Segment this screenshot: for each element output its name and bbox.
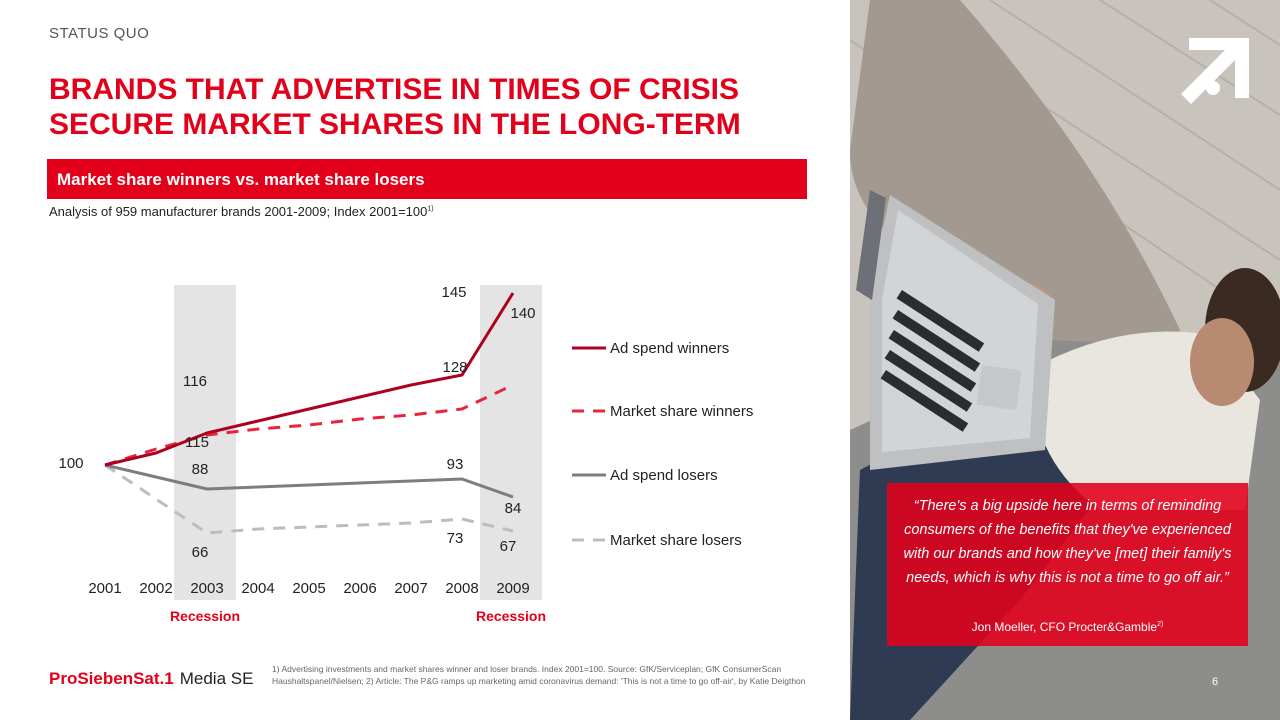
data-label-ad-spend-losers-2008: 93 (447, 456, 464, 473)
legend-label-market-share-losers: Market share losers (610, 532, 742, 549)
data-label-ad-spend-winners-2003: 116 (183, 373, 207, 390)
legend-label-ad-spend-winners: Ad spend winners (610, 340, 729, 357)
x-tick-label-2002: 2002 (139, 580, 172, 597)
recession-band-2 (480, 285, 542, 600)
chart-banner: Market share winners vs. market share lo… (47, 159, 807, 199)
arrow-up-right-logo-icon (1181, 38, 1249, 104)
legend-label-market-share-winners: Market share winners (610, 403, 753, 420)
line-chart: Recession Recession 2001 2002 2003 2004 2005 20… (58, 284, 753, 624)
data-label-market-share-losers-2009: 67 (500, 538, 517, 555)
data-label-ad-spend-losers-2003: 88 (192, 461, 209, 478)
page-number: 6 (1212, 676, 1219, 688)
x-tick-label-2009: 2009 (496, 580, 529, 597)
series-line-market-share-losers (104, 463, 514, 535)
page-title-line-1: BRANDS THAT ADVERTISE IN TIMES OF CRISIS (49, 73, 740, 106)
quote-author-name: Jon Moeller, CFO Procter&Gamble (971, 620, 1158, 634)
data-label-market-share-losers-2003: 66 (192, 544, 209, 561)
page-title-line-2: SECURE MARKET SHARES IN THE LONG-TERM (49, 108, 741, 141)
data-label-ad-spend-losers-2009: 84 (505, 500, 522, 517)
x-tick-label-2007: 2007 (394, 580, 427, 597)
logo-brand: ProSiebenSat.1 (49, 669, 174, 688)
chart-subtitle-note: 1) (427, 205, 434, 213)
data-label-market-share-winners-2008: 128 (442, 359, 467, 376)
data-label-market-share-winners-2003: 115 (185, 434, 209, 451)
recession-label-1: Recession (170, 608, 240, 624)
page-title: BRANDS THAT ADVERTISE IN TIMES OF CRISIS… (49, 72, 839, 142)
x-tick-label-2008: 2008 (445, 580, 478, 597)
x-tick-label-2004: 2004 (241, 580, 274, 597)
kicker: STATUS QUO (49, 25, 150, 42)
series-line-ad-spend-winners (104, 292, 515, 467)
x-tick-label-2001: 2001 (88, 580, 121, 597)
company-logo: ProSiebenSat.1 Media SE (49, 669, 253, 689)
data-label-market-share-losers-2008: 73 (447, 530, 464, 547)
x-tick-label-2006: 2006 (343, 580, 376, 597)
logo-entity: Media SE (179, 669, 254, 688)
recession-label-2: Recession (476, 608, 546, 624)
data-label-ad-spend-winners-2008: 145 (441, 284, 466, 301)
data-label-market-share-winners-2009: 140 (510, 305, 535, 322)
footnote: 1) Advertising investments and market sh… (272, 664, 806, 686)
chart-banner-label: Market share winners vs. market share lo… (57, 170, 425, 189)
quote-box: “There's a big upside here in terms of r… (887, 483, 1248, 646)
start-value-label: 100 (58, 455, 83, 472)
series-line-ad-spend-losers (104, 463, 514, 499)
chart-subtitle: Analysis of 959 manufacturer brands 2001… (49, 204, 434, 219)
quote-text: “There's a big upside here in terms of r… (903, 498, 1232, 586)
x-tick-label-2003: 2003 (190, 580, 223, 597)
x-tick-label-2005: 2005 (292, 580, 325, 597)
quote-author: Jon Moeller, CFO Procter&Gamble2) (887, 620, 1248, 634)
chart-subtitle-text: Analysis of 959 manufacturer brands 2001… (49, 204, 428, 219)
legend-label-ad-spend-losers: Ad spend losers (610, 467, 718, 484)
series-line-market-share-winners (104, 383, 514, 467)
quote-author-note: 2) (1157, 621, 1164, 628)
